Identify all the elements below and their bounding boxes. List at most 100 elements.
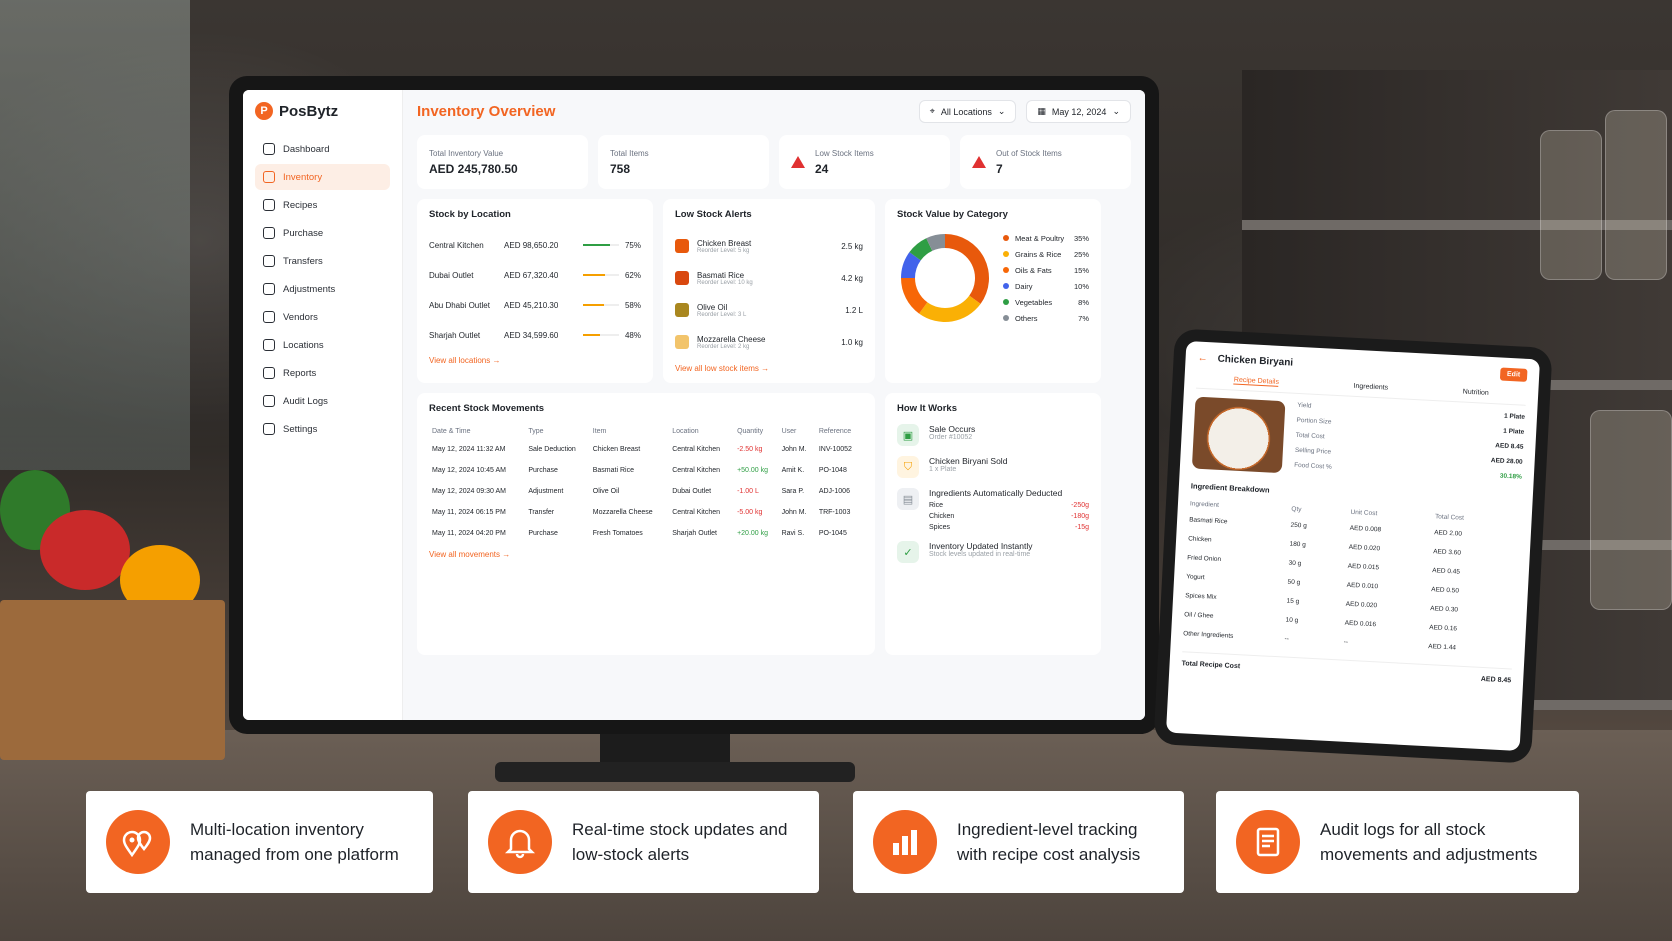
column-header: Date & Time xyxy=(432,428,471,435)
shield-icon: ⛉ xyxy=(897,456,919,478)
chart-icon xyxy=(263,367,275,379)
bell-icon xyxy=(488,810,552,874)
kpi-out-of-stock-items: Out of Stock Items 7 xyxy=(960,135,1131,189)
table-row[interactable]: May 12, 2024 09:30 AM Adjustment Olive Oil… xyxy=(429,481,863,502)
detail-value: 1 Plate xyxy=(1503,412,1526,421)
detail-value: AED 8.45 xyxy=(1495,442,1524,451)
sidebar-item-label: Reports xyxy=(283,367,317,379)
ingredient-cell: AED 0.50 xyxy=(1431,586,1460,595)
location-progress-fill xyxy=(583,304,604,306)
ingredient-cell: 180 g xyxy=(1289,540,1306,549)
sidebar-item-purchase[interactable]: Purchase xyxy=(255,220,390,246)
sidebar-item-label: Inventory xyxy=(283,171,323,183)
location-percent: 48% xyxy=(624,330,641,340)
legend-swatch xyxy=(1003,315,1009,321)
spice-jar xyxy=(1540,130,1602,280)
table-cell: PO-1045 xyxy=(818,530,847,537)
table-cell: Chicken Breast xyxy=(592,446,641,453)
tab-ingredients[interactable]: Ingredients xyxy=(1353,382,1389,392)
ingredient-cell: Yogurt xyxy=(1185,573,1205,582)
reorder-level: Reorder Level: 5 kg xyxy=(697,247,750,254)
table-cell: May 12, 2024 10:45 AM xyxy=(432,467,506,474)
ingredient-icon xyxy=(675,271,689,285)
legend-swatch xyxy=(1003,283,1009,289)
sidebar-item-adjustments[interactable]: Adjustments xyxy=(255,276,390,302)
column-header: Total Cost xyxy=(1434,512,1465,522)
column-header: Quantity xyxy=(737,428,764,435)
sliders-icon xyxy=(263,283,275,295)
view-all-low-stock-link[interactable]: View all low stock items → xyxy=(675,364,770,373)
sidebar-item-settings[interactable]: Settings xyxy=(255,416,390,442)
sidebar-item-label: Transfers xyxy=(283,255,323,267)
book-icon xyxy=(263,199,275,211)
sidebar-item-reports[interactable]: Reports xyxy=(255,360,390,386)
how-step: ▣ Sale Occurs Order #10052 xyxy=(897,424,1089,446)
chart-title: Stock Value by Category xyxy=(897,209,1008,220)
map-pins-icon xyxy=(106,810,170,874)
view-all-movements-link[interactable]: View all movements → xyxy=(429,550,511,559)
ingredient-cell: AED 0.020 xyxy=(1345,600,1378,610)
ingredient-icon xyxy=(675,335,689,349)
ingredient-cell: AED 0.010 xyxy=(1346,581,1379,591)
store-icon xyxy=(263,311,275,323)
location-value: AED 45,210.30 xyxy=(504,300,559,310)
ingredient-cell: 30 g xyxy=(1288,559,1302,568)
table-cell: May 11, 2024 06:15 PM xyxy=(432,509,506,516)
brand-logo[interactable]: P PosBytz xyxy=(255,102,390,120)
sidebar-item-audit-logs[interactable]: Audit Logs xyxy=(255,388,390,414)
how-step: ⛉ Chicken Biryani Sold 1 x Plate xyxy=(897,456,1089,478)
location-select[interactable]: ⌖ All Locations ⌄ xyxy=(918,100,1017,123)
item-qty: 2.5 kg xyxy=(841,241,863,251)
category-donut-chart xyxy=(901,234,989,322)
sidebar-item-inventory[interactable]: Inventory xyxy=(255,164,390,190)
sidebar-item-transfers[interactable]: Transfers xyxy=(255,248,390,274)
kpi-label: Low Stock Items xyxy=(815,148,874,158)
table-cell: Sale Deduction xyxy=(528,446,576,453)
table-cell: +50.00 kg xyxy=(737,467,769,474)
kpi-value: 24 xyxy=(815,161,829,176)
table-cell: Transfer xyxy=(528,509,555,516)
card-title: How It Works xyxy=(897,403,957,414)
table-cell: Sara P. xyxy=(781,488,805,495)
low-stock-row: Chicken Breast Reorder Level: 5 kg 2.5 kg xyxy=(675,230,863,262)
location-progress-bar xyxy=(583,304,619,306)
tab-recipe-details[interactable]: Recipe Details xyxy=(1233,376,1280,387)
table-row[interactable]: May 11, 2024 04:20 PM Purchase Fresh Tomat… xyxy=(429,523,863,544)
column-header: Qty xyxy=(1291,505,1302,513)
warning-icon xyxy=(791,156,805,168)
sidebar-item-recipes[interactable]: Recipes xyxy=(255,192,390,218)
location-row: Central Kitchen AED 98,650.20 75% xyxy=(429,230,641,260)
table-row[interactable]: May 12, 2024 10:45 AM Purchase Basmati Ric… xyxy=(429,460,863,481)
location-progress-bar xyxy=(583,334,619,336)
recipe-title: Chicken Biryani xyxy=(1217,353,1294,369)
kpi-row: Total Inventory Value AED 245,780.50 Tot… xyxy=(417,135,1131,189)
low-stock-row: Basmati Rice Reorder Level: 10 kg 4.2 kg xyxy=(675,262,863,294)
table-cell: +20.00 kg xyxy=(737,530,769,537)
legend-label: Others xyxy=(1015,313,1038,323)
cart-icon xyxy=(263,227,275,239)
view-all-locations-link[interactable]: View all locations → xyxy=(429,356,501,365)
column-header: Unit Cost xyxy=(1350,508,1378,517)
detail-label: Yield xyxy=(1297,401,1312,410)
date-picker[interactable]: ▦ May 12, 2024 ⌄ xyxy=(1026,100,1131,123)
sidebar-item-label: Purchase xyxy=(283,227,324,239)
edit-button[interactable]: Edit xyxy=(1499,367,1528,382)
sidebar-item-dashboard[interactable]: Dashboard xyxy=(255,136,390,162)
ingredient-cell: AED 0.45 xyxy=(1432,567,1461,576)
table-cell: Adjustment xyxy=(528,488,564,495)
clipboard-icon xyxy=(263,395,275,407)
feature-text: Audit logs for all stock movements and a… xyxy=(1320,819,1538,865)
table-row[interactable]: May 11, 2024 06:15 PM Transfer Mozzarella … xyxy=(429,502,863,523)
table-row[interactable]: May 12, 2024 11:32 AM Sale Deduction Chick… xyxy=(429,439,863,460)
table-cell: May 11, 2024 04:20 PM xyxy=(432,530,506,537)
kpi-low-stock-items: Low Stock Items 24 xyxy=(779,135,950,189)
feature-card: Real-time stock updates and low-stock al… xyxy=(468,791,819,893)
legend-swatch xyxy=(1003,299,1009,305)
low-stock-row: Olive Oil Reorder Level: 3 L 1.2 L xyxy=(675,294,863,326)
sidebar-item-locations[interactable]: Locations xyxy=(255,332,390,358)
table-cell: Olive Oil xyxy=(592,488,620,495)
sidebar: P PosBytz Dashboard Inventory Recipes Purch… xyxy=(243,90,403,720)
tab-nutrition[interactable]: Nutrition xyxy=(1462,388,1489,397)
sidebar-item-vendors[interactable]: Vendors xyxy=(255,304,390,330)
back-arrow-icon[interactable]: ← xyxy=(1197,352,1208,365)
